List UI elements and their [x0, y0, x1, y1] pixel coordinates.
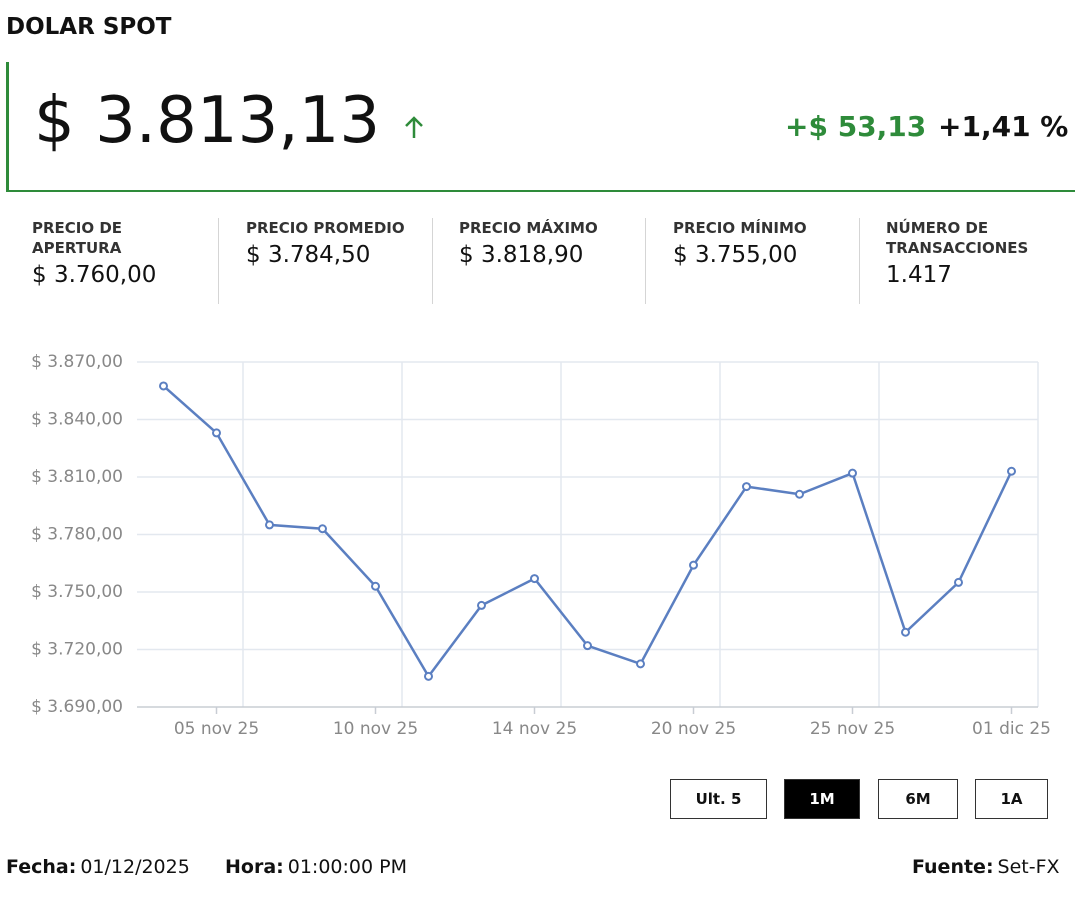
point	[795, 489, 804, 499]
stat-label: PRECIO MÁXIMO	[459, 219, 598, 237]
y-tick-label: $ 3.870,00	[31, 352, 123, 372]
point	[636, 659, 645, 669]
point	[477, 600, 486, 610]
range-button[interactable]: Ult. 5	[670, 779, 767, 819]
stat: NÚMERO DE TRANSACCIONES 1.417	[859, 218, 1076, 304]
stat: PRECIO MÁXIMO $ 3.818,90	[432, 218, 649, 304]
stat-value: 1.417	[886, 262, 952, 288]
stat: PRECIO MÍNIMO $ 3.755,00	[645, 218, 863, 304]
date-label: Fecha:	[6, 856, 77, 878]
time: Hora: 01:00:00 PM	[225, 856, 407, 878]
chart: $ 3.690,00 $ 3.720,00 $ 3.750,00 $ 3.780,00…	[31, 352, 1051, 739]
stat-label: PRECIO MÍNIMO	[673, 219, 807, 237]
y-tick-label: $ 3.780,00	[31, 525, 123, 545]
date: Fecha: 01/12/2025	[6, 856, 190, 878]
date-value: 01/12/2025	[80, 856, 190, 878]
price-line	[162, 385, 1013, 679]
y-tick-label: $ 3.690,00	[31, 697, 123, 717]
y-tick-label: $ 3.720,00	[31, 640, 123, 660]
stat-value: $ 3.760,00	[32, 262, 157, 288]
y-tick-label: $ 3.840,00	[31, 410, 123, 430]
time-value: 01:00:00 PM	[287, 856, 407, 878]
stat: PRECIO DE APERTURA $ 3.760,00	[18, 218, 222, 304]
change-pct: +1,41 %	[938, 110, 1069, 143]
point	[583, 641, 592, 651]
point	[689, 560, 698, 570]
stat-value: $ 3.755,00	[673, 242, 798, 268]
source: Fuente: Set-FX	[912, 856, 1060, 878]
x-tick-label: 01 dic 25	[972, 719, 1051, 739]
point	[371, 581, 380, 591]
x-tick-label: 10 nov 25	[333, 719, 418, 739]
point	[424, 671, 433, 681]
point	[159, 381, 168, 391]
source-label: Fuente:	[912, 856, 994, 878]
point	[954, 577, 963, 587]
change: +$ 53,13	[785, 110, 927, 143]
title: DOLAR SPOT	[6, 14, 172, 40]
range-button[interactable]: 1A	[975, 779, 1048, 819]
point	[265, 520, 274, 530]
y-tick-label: $ 3.810,00	[31, 467, 123, 487]
stat-label: NÚMERO DE TRANSACCIONES	[886, 219, 1029, 257]
up-arrow	[405, 116, 423, 138]
point	[530, 574, 539, 584]
point	[212, 428, 221, 438]
stat-value: $ 3.784,50	[246, 242, 371, 268]
time-label: Hora:	[225, 856, 284, 878]
point	[1007, 466, 1016, 476]
range-button[interactable]: 1M	[784, 779, 860, 819]
x-tick-label: 20 nov 25	[651, 719, 736, 739]
range-button[interactable]: 6M	[878, 779, 958, 819]
stat: PRECIO PROMEDIO $ 3.784,50	[218, 218, 436, 304]
point	[848, 468, 857, 478]
stat-label: PRECIO PROMEDIO	[246, 219, 405, 237]
price-box	[6, 62, 1075, 192]
x-tick-label: 14 nov 25	[492, 719, 577, 739]
source-value: Set-FX	[997, 856, 1060, 878]
price: $ 3.813,13	[34, 84, 381, 158]
point	[901, 627, 910, 637]
x-tick-label: 05 nov 25	[174, 719, 259, 739]
x-tick-label: 25 nov 25	[810, 719, 895, 739]
stat-label: PRECIO DE APERTURA	[32, 219, 123, 257]
point	[318, 524, 327, 534]
point	[742, 482, 751, 492]
stat-value: $ 3.818,90	[459, 242, 584, 268]
y-tick-label: $ 3.750,00	[31, 582, 123, 602]
